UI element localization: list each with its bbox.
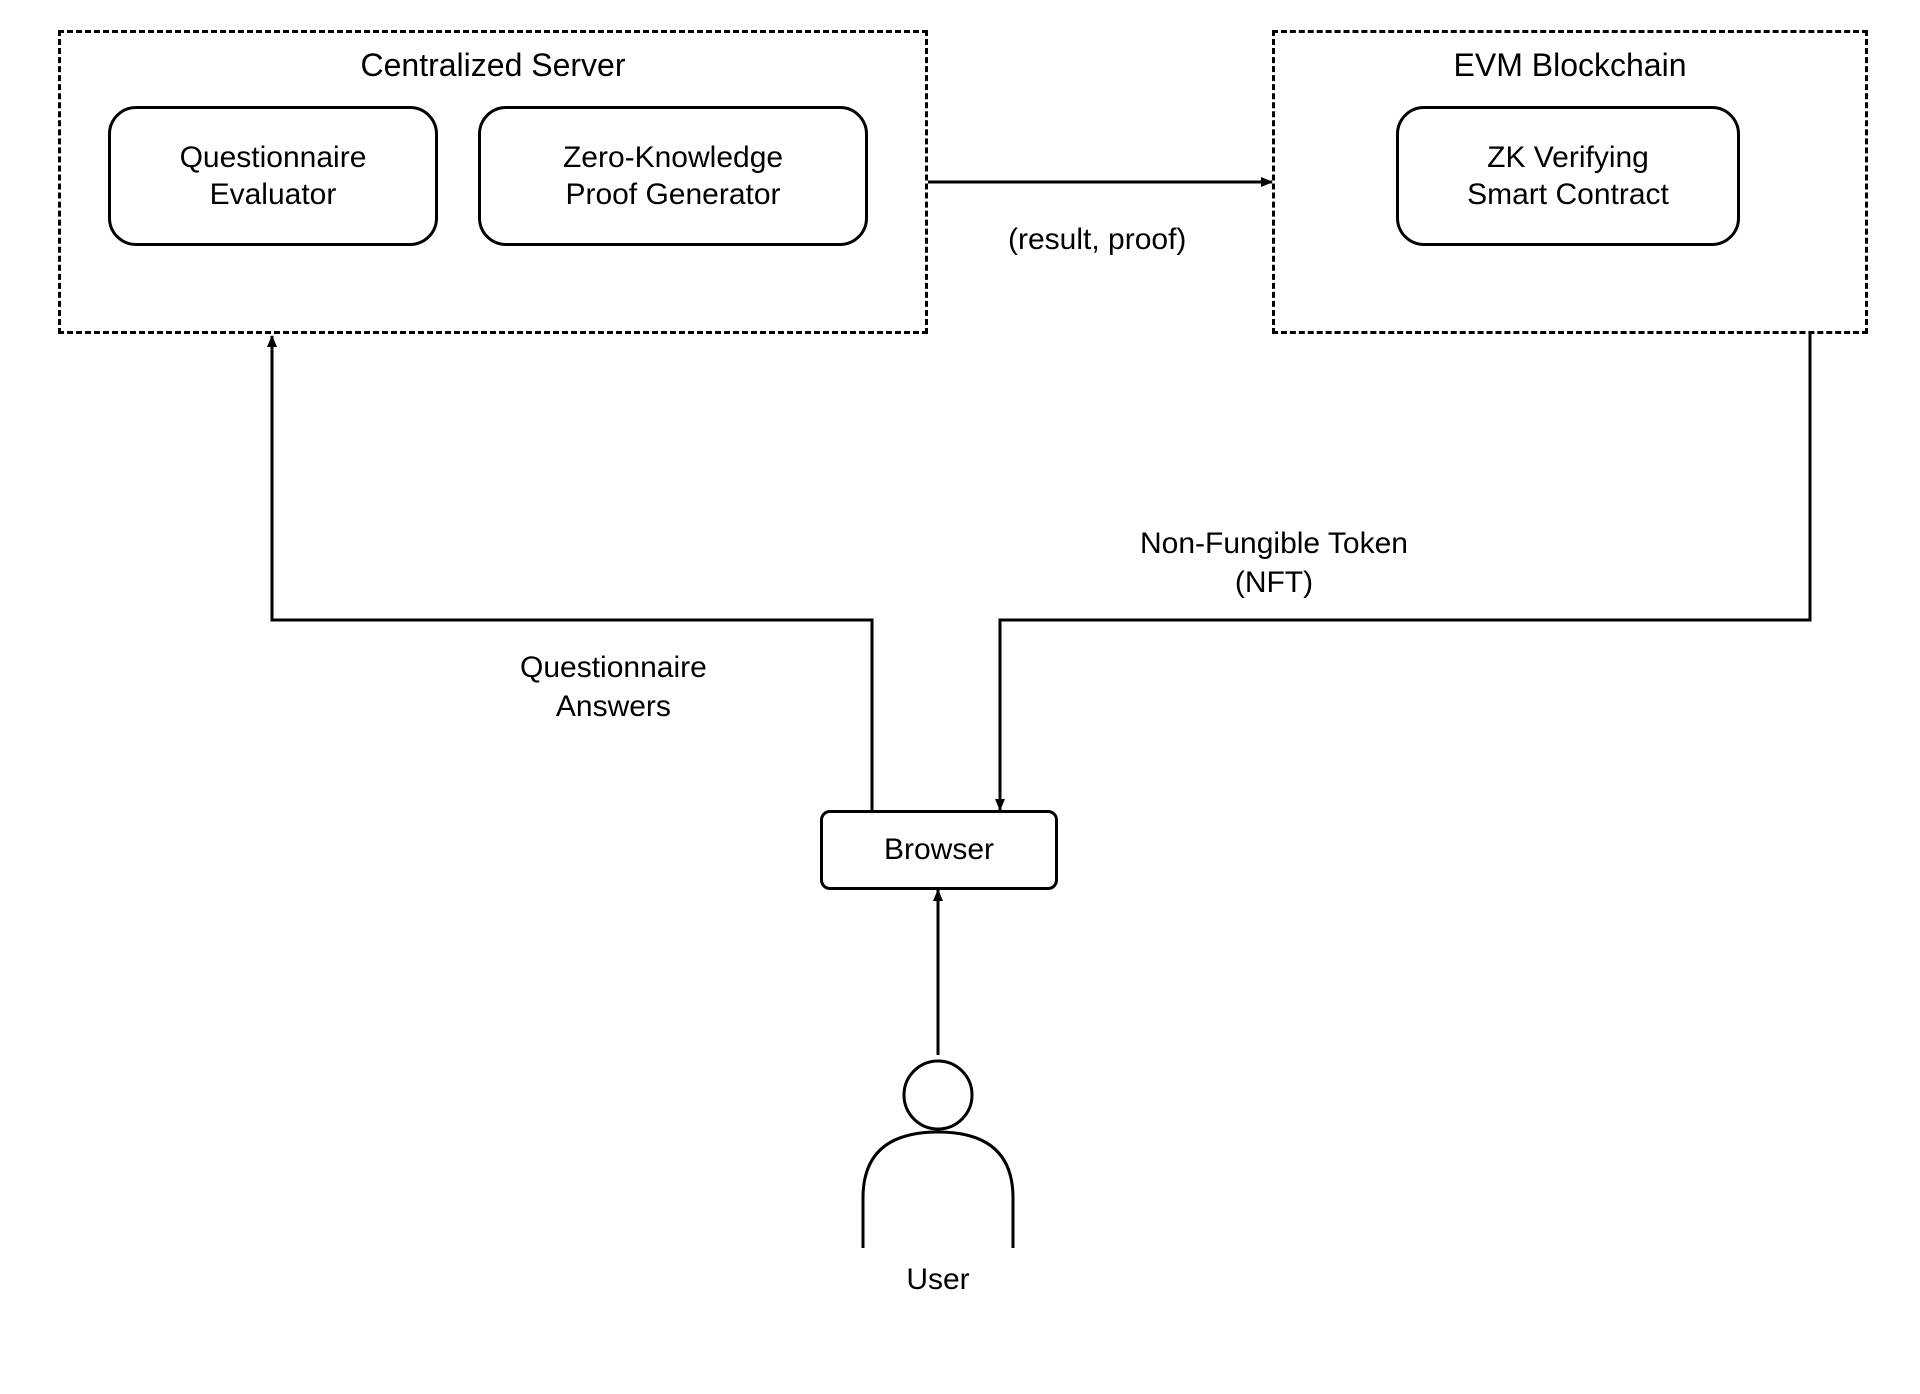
user-icon (863, 1061, 1013, 1248)
container-title-server: Centralized Server (61, 47, 925, 84)
edge-browser-to-server (272, 336, 872, 810)
container-title-blockchain: EVM Blockchain (1275, 47, 1865, 84)
edge-label-result-proof: (result, proof) (1008, 220, 1186, 259)
edge-label-questionnaire-answers: QuestionnaireAnswers (520, 648, 707, 726)
node-smart-contract: ZK VerifyingSmart Contract (1396, 106, 1740, 246)
edge-label-nft: Non-Fungible Token(NFT) (1140, 524, 1408, 602)
user-label: User (0, 1260, 1876, 1299)
node-browser: Browser (820, 810, 1058, 890)
node-proof-generator: Zero-KnowledgeProof Generator (478, 106, 868, 246)
node-questionnaire-evaluator: QuestionnaireEvaluator (108, 106, 438, 246)
diagram-canvas: Centralized Server EVM Blockchain Questi… (0, 0, 1920, 1394)
